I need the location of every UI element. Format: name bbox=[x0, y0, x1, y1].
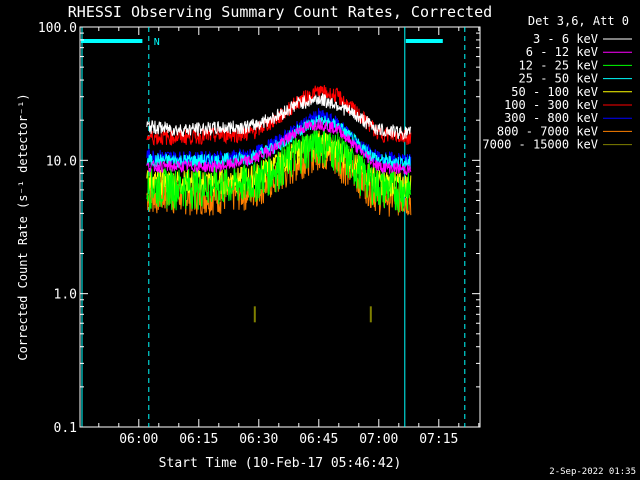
legend-label: 800 - 7000 keV bbox=[497, 124, 598, 138]
attenuator-flag-label: N bbox=[154, 37, 160, 48]
chart-title: RHESSI Observing Summary Count Rates, Co… bbox=[68, 3, 492, 21]
legend-label: 25 - 50 keV bbox=[519, 72, 598, 86]
y-tick-label: 100.0 bbox=[38, 21, 77, 36]
legend-header: Det 3,6, Att 0 bbox=[528, 14, 629, 28]
series-trace bbox=[146, 118, 412, 176]
x-tick-label: 06:45 bbox=[299, 432, 338, 447]
y-tick-label: 0.1 bbox=[54, 421, 77, 436]
x-tick-label: 06:00 bbox=[119, 432, 158, 447]
legend-label: 100 - 300 keV bbox=[504, 98, 598, 112]
series-trace bbox=[146, 126, 412, 213]
legend-label: 3 - 6 keV bbox=[533, 32, 598, 46]
x-tick-label: 06:30 bbox=[239, 432, 278, 447]
footer-timestamp: 2-Sep-2022 01:35 bbox=[549, 467, 636, 477]
legend-label: 12 - 25 keV bbox=[519, 58, 598, 72]
legend-label: 50 - 100 keV bbox=[511, 85, 598, 99]
series-layer bbox=[146, 85, 412, 323]
legend-label: 6 - 12 keV bbox=[526, 45, 598, 59]
legend-label: 7000 - 15000 keV bbox=[482, 138, 598, 152]
x-tick-label: 07:00 bbox=[359, 432, 398, 447]
y-tick-label: 1.0 bbox=[54, 288, 77, 303]
y-tick-label: 10.0 bbox=[46, 154, 77, 169]
series-trace bbox=[146, 93, 412, 141]
x-axis-label: Start Time (10-Feb-17 05:46:42) bbox=[159, 456, 402, 471]
y-axis-label: Corrected Count Rate (s⁻¹ detector⁻¹) bbox=[16, 93, 30, 360]
plot-frame bbox=[79, 26, 481, 428]
vertical-markers: N bbox=[81, 27, 466, 427]
x-tick-label: 07:15 bbox=[419, 432, 458, 447]
legend-label: 300 - 800 keV bbox=[504, 111, 598, 125]
x-tick-label: 06:15 bbox=[179, 432, 218, 447]
axes-layer: 100.0 10.0 1.0 0.1 06:00 06:15 06:30 06:45 07:00… bbox=[38, 21, 480, 447]
